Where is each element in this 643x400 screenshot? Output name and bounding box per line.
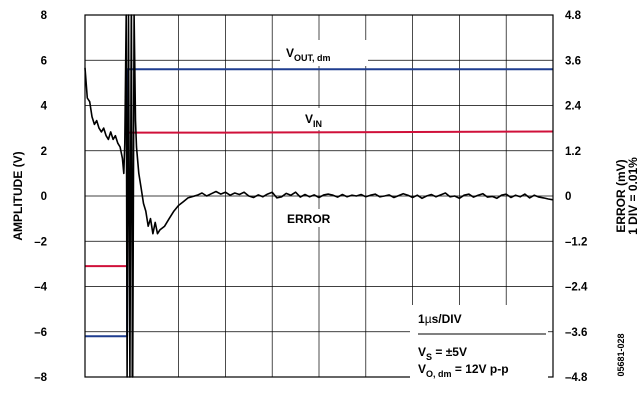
time-div-prefix: 1 <box>418 312 425 326</box>
left-axis-label: AMPLITUDE (V) <box>11 151 25 240</box>
vout-label: VOUT, dm <box>286 46 331 63</box>
left-tick-label: –2 <box>34 236 47 248</box>
left-tick-label: –8 <box>34 372 47 384</box>
error-label-bg <box>282 209 350 227</box>
plot-frame <box>84 14 554 378</box>
vo-label-sub: O, dm <box>426 369 452 379</box>
right-axis-sublabel: 1 DIV = 0.01% <box>626 157 640 235</box>
right-tick-label: –2.4 <box>565 282 588 294</box>
vs-label: VS = ±5V <box>418 345 467 362</box>
time-div-label: 1µs/DIV <box>418 312 462 326</box>
right-tick-label: 4.8 <box>565 10 582 22</box>
left-tick-labels: 8 6 4 2 0 –2 –4 –6 –8 <box>34 10 47 384</box>
right-tick-label: 1.2 <box>565 146 581 158</box>
legend-box-bg <box>410 305 548 380</box>
figure-id: 05681-028 <box>616 333 626 376</box>
time-div-suffix: s/DIV <box>432 312 462 326</box>
vout-label-bg <box>280 40 368 66</box>
vs-label-sub: S <box>426 352 432 362</box>
left-tick-label: 6 <box>41 55 47 67</box>
right-tick-label: 2.4 <box>565 101 582 113</box>
vin-label: VIN <box>305 112 322 129</box>
right-tick-label: –4.8 <box>565 372 588 384</box>
left-tick-label: 0 <box>41 191 47 203</box>
vo-label-main: V <box>418 362 426 376</box>
right-tick-label: –1.2 <box>565 236 587 248</box>
left-tick-label: 4 <box>41 101 48 113</box>
vo-label: VO, dm = 12V p-p <box>418 362 509 379</box>
vin-label-sub: IN <box>313 119 322 129</box>
left-tick-label: –6 <box>34 327 47 339</box>
vin-label-bg <box>300 108 340 130</box>
vo-label-value: = 12V p-p <box>452 362 509 376</box>
right-tick-label: 3.6 <box>565 55 581 67</box>
right-tick-labels: 4.8 3.6 2.4 1.2 0 –1.2 –2.4 –3.6 –4.8 <box>565 10 588 384</box>
left-tick-label: 2 <box>41 146 47 158</box>
right-tick-label: 0 <box>565 191 571 203</box>
right-tick-label: –3.6 <box>565 327 587 339</box>
vout-label-sub: OUT, dm <box>294 53 331 63</box>
error-label: ERROR <box>287 212 331 226</box>
vout-label-main: V <box>286 46 294 60</box>
vin-label-main: V <box>305 112 313 126</box>
time-div-mu: µ <box>425 312 432 326</box>
left-tick-label: 8 <box>41 10 48 22</box>
vs-label-main: V <box>418 345 426 359</box>
vs-label-value: = ±5V <box>432 345 467 359</box>
right-axis-label: ERROR (mV) <box>614 159 628 232</box>
left-tick-label: –4 <box>34 282 47 294</box>
